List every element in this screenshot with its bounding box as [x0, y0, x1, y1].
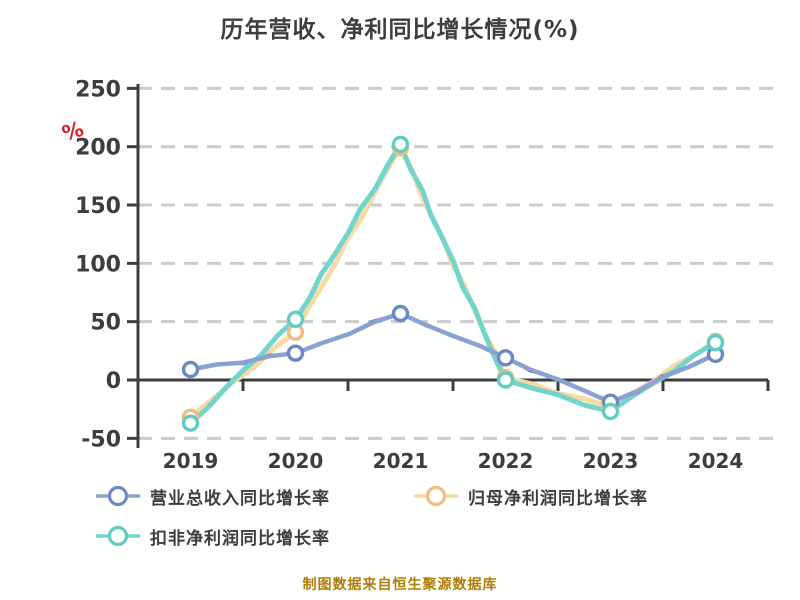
svg-text:2024: 2024	[688, 449, 744, 473]
line-chart-plot-area: 250 200 150 100 50 0 -50 2019 2020 2021 2022 2023 20…	[59, 77, 775, 473]
legend-item-revenue-growth: 营业总收入同比增长率	[95, 476, 413, 516]
svg-text:150: 150	[75, 194, 121, 219]
svg-text:250: 250	[75, 77, 121, 102]
svg-text:100: 100	[75, 252, 121, 277]
legend-marker-revenue-growth	[96, 485, 140, 507]
data-source-note: 制图数据来自恒生聚源数据库	[302, 577, 498, 593]
legend-marker-net-profit-growth	[414, 485, 458, 507]
svg-text:2023: 2023	[583, 449, 639, 473]
svg-text:0: 0	[106, 369, 121, 394]
legend-marker-non-gaap-profit-growth	[96, 525, 140, 547]
svg-text:2022: 2022	[478, 449, 534, 473]
chart-title: 历年营收、净利同比增长情况(%)	[220, 17, 580, 43]
svg-text:50: 50	[90, 311, 121, 336]
legend-label-revenue-growth: 营业总收入同比增长率	[150, 488, 330, 509]
svg-text:200: 200	[75, 136, 121, 161]
svg-text:-50: -50	[81, 427, 121, 452]
svg-text:2020: 2020	[268, 449, 324, 473]
svg-text:2019: 2019	[163, 449, 219, 473]
legend-label-non-gaap-profit-growth: 扣非净利润同比增长率	[150, 528, 330, 549]
svg-text:2021: 2021	[373, 449, 429, 473]
legend-label-net-profit-growth: 归母净利润同比增长率	[468, 488, 648, 509]
legend-item-non-gaap-profit-growth: 扣非净利润同比增长率	[95, 516, 413, 556]
chart-legend: 营业总收入同比增长率 归母净利润同比增长率 扣非净利润同比增长率	[95, 476, 755, 556]
legend-item-net-profit-growth: 归母净利润同比增长率	[413, 476, 743, 516]
